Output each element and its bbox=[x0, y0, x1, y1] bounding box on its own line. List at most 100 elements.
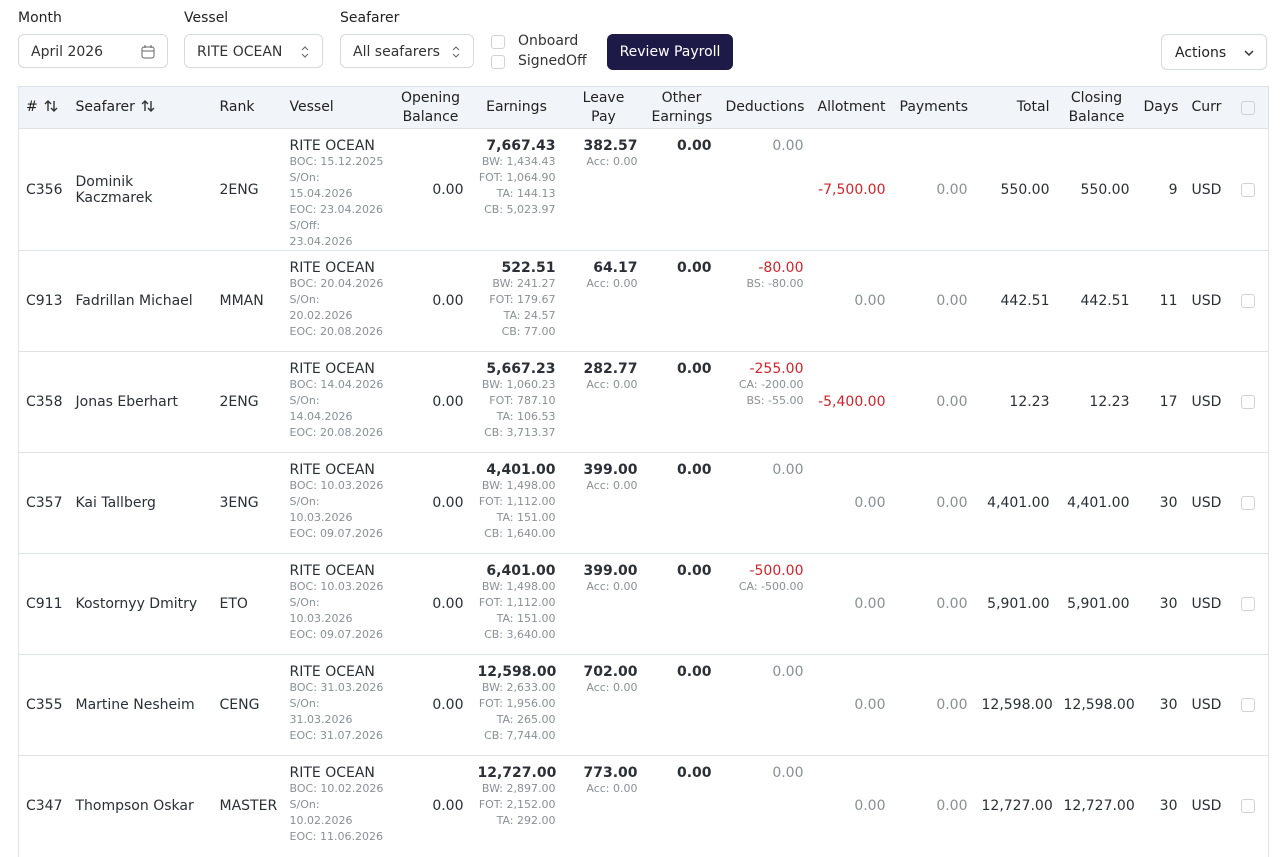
leave-pay-value: 702.00 bbox=[583, 664, 638, 680]
checkbox[interactable] bbox=[1241, 496, 1256, 510]
other-earnings-text: 0.00 bbox=[676, 138, 712, 154]
deductions-detail: CA: -200.00 bbox=[738, 378, 804, 391]
rank-text: MASTER bbox=[219, 798, 278, 815]
signedoff-checkbox[interactable] bbox=[491, 55, 505, 69]
header-text: Seafarer bbox=[75, 99, 135, 115]
checkbox[interactable] bbox=[1241, 100, 1256, 115]
table-row: C356 Dominik Kaczmarek 2ENG RITE OCEAN BOC: … bbox=[18, 128, 1269, 251]
closing-balance: 5,901.00 bbox=[1056, 553, 1137, 655]
payments: 0.00 bbox=[892, 351, 975, 453]
earnings-detail: FOT: 2,152.00 bbox=[478, 798, 556, 811]
earnings-detail: TA: 24.57 bbox=[503, 309, 556, 322]
deductions-value: 0.00 bbox=[772, 462, 804, 478]
allotment-text: 0.00 bbox=[854, 293, 886, 309]
payments: 0.00 bbox=[892, 128, 975, 251]
earnings: 12,727.00 BW: 2,897.00 FOT: 2,152.00 TA: 29… bbox=[470, 755, 563, 857]
header-text: Earnings bbox=[486, 99, 547, 115]
total: 12,727.00 bbox=[974, 755, 1057, 857]
currency: USD bbox=[1184, 128, 1229, 251]
earnings: 4,401.00 BW: 1,498.00 FOT: 1,112.00 TA: 151… bbox=[470, 452, 563, 554]
earnings-detail: BW: 1,434.43 bbox=[481, 155, 556, 168]
days: 30 bbox=[1136, 553, 1185, 655]
calendar-icon bbox=[141, 45, 155, 59]
header-text: Vessel bbox=[289, 99, 334, 115]
payments-text: 0.00 bbox=[936, 697, 968, 713]
vessel-detail: BOC: 20.04.2026 bbox=[289, 277, 384, 290]
vessel: RITE OCEAN BOC: 31.03.2026 S/On: 31.03.202… bbox=[282, 654, 391, 756]
seafarer-select[interactable]: All seafarers bbox=[340, 34, 474, 68]
column-header: Seafarer bbox=[68, 86, 213, 129]
leave-pay: 382.57 Acc: 0.00 bbox=[562, 128, 645, 251]
earnings-detail: FOT: 1,064.90 bbox=[478, 171, 556, 184]
month-input[interactable]: April 2026 bbox=[18, 34, 168, 68]
allotment-text: -5,400.00 bbox=[818, 394, 886, 410]
checkbox[interactable] bbox=[1241, 799, 1256, 814]
rank: 2ENG bbox=[212, 128, 283, 251]
leave-pay: 399.00 Acc: 0.00 bbox=[562, 553, 645, 655]
sort-icon[interactable] bbox=[141, 100, 155, 112]
vessel-detail: S/On: 10.03.2026 bbox=[289, 495, 353, 524]
onboard-checkbox[interactable] bbox=[491, 35, 505, 49]
vessel-detail: S/On: 14.04.2026 bbox=[289, 394, 353, 423]
currency-text: USD bbox=[1191, 798, 1222, 815]
column-header: Other Earnings bbox=[644, 86, 719, 129]
checkbox[interactable] bbox=[1241, 395, 1256, 409]
actions-button[interactable]: Actions bbox=[1161, 34, 1267, 70]
leave-pay-value: 282.77 bbox=[583, 361, 638, 377]
header-text: Leave Pay bbox=[582, 89, 625, 125]
closing-balance-text: 4,401.00 bbox=[1067, 495, 1130, 511]
vessel-detail: EOC: 11.06.2026 bbox=[289, 830, 383, 843]
column-header: Days bbox=[1136, 86, 1185, 129]
deductions-value: 0.00 bbox=[772, 138, 804, 154]
vessel-value: RITE OCEAN bbox=[289, 260, 375, 276]
label: Seafarer bbox=[340, 10, 400, 26]
row-select bbox=[1228, 250, 1269, 352]
seafarer-name-text: Fadrillan Michael bbox=[75, 293, 193, 309]
header-text: Deductions bbox=[725, 99, 805, 115]
allotment: 0.00 bbox=[810, 250, 893, 352]
deductions: 0.00 bbox=[718, 755, 811, 857]
closing-balance: 550.00 bbox=[1056, 128, 1137, 251]
rank: MMAN bbox=[212, 250, 283, 352]
row-select bbox=[1228, 351, 1269, 453]
vessel-select[interactable]: RITE OCEAN bbox=[184, 34, 323, 68]
earnings-detail: TA: 292.00 bbox=[496, 814, 556, 827]
allotment-text: -7,500.00 bbox=[818, 181, 886, 198]
vessel-detail: BOC: 15.12.2025 bbox=[289, 155, 384, 168]
total-text: 4,401.00 bbox=[987, 495, 1050, 511]
days-text: 11 bbox=[1159, 293, 1178, 309]
header-text: # bbox=[26, 99, 38, 115]
checkbox[interactable] bbox=[1241, 294, 1256, 308]
label: Month bbox=[18, 10, 62, 26]
rank-text: 3ENG bbox=[219, 495, 259, 511]
vessel-detail: EOC: 31.07.2026 bbox=[289, 729, 383, 742]
checkbox[interactable] bbox=[1241, 182, 1256, 197]
checkbox[interactable] bbox=[1241, 698, 1256, 712]
row-select bbox=[1228, 755, 1269, 857]
id: C913 bbox=[18, 250, 69, 352]
closing-balance-text: 12.23 bbox=[1089, 394, 1130, 410]
deductions: 0.00 bbox=[718, 654, 811, 756]
closing-balance-text: 12,598.00 bbox=[1063, 697, 1135, 713]
header-text: Rank bbox=[219, 99, 255, 115]
other-earnings: 0.00 bbox=[644, 452, 719, 554]
currency-text: USD bbox=[1191, 293, 1222, 309]
id-text: C347 bbox=[26, 798, 63, 815]
opening-balance-text: 0.00 bbox=[432, 798, 464, 815]
earnings-detail: FOT: 1,956.00 bbox=[478, 697, 556, 710]
review-button[interactable]: Review Payroll bbox=[607, 34, 733, 70]
currency-text: USD bbox=[1191, 181, 1222, 198]
days-text: 30 bbox=[1159, 798, 1178, 815]
leave-pay-detail: Acc: 0.00 bbox=[586, 277, 638, 290]
vessel-detail: BOC: 10.03.2026 bbox=[289, 479, 384, 492]
label: Vessel bbox=[184, 10, 229, 26]
id: C356 bbox=[18, 128, 69, 251]
leave-pay-detail: Acc: 0.00 bbox=[586, 580, 638, 593]
sort-icon[interactable] bbox=[44, 100, 58, 112]
checkbox[interactable] bbox=[1241, 597, 1256, 611]
id: C347 bbox=[18, 755, 69, 857]
deductions: -80.00 BS: -80.00 bbox=[718, 250, 811, 352]
seafarer-name-text: Kai Tallberg bbox=[75, 495, 156, 511]
opening-balance-text: 0.00 bbox=[432, 181, 464, 198]
deductions-detail: BS: -55.00 bbox=[746, 394, 804, 407]
